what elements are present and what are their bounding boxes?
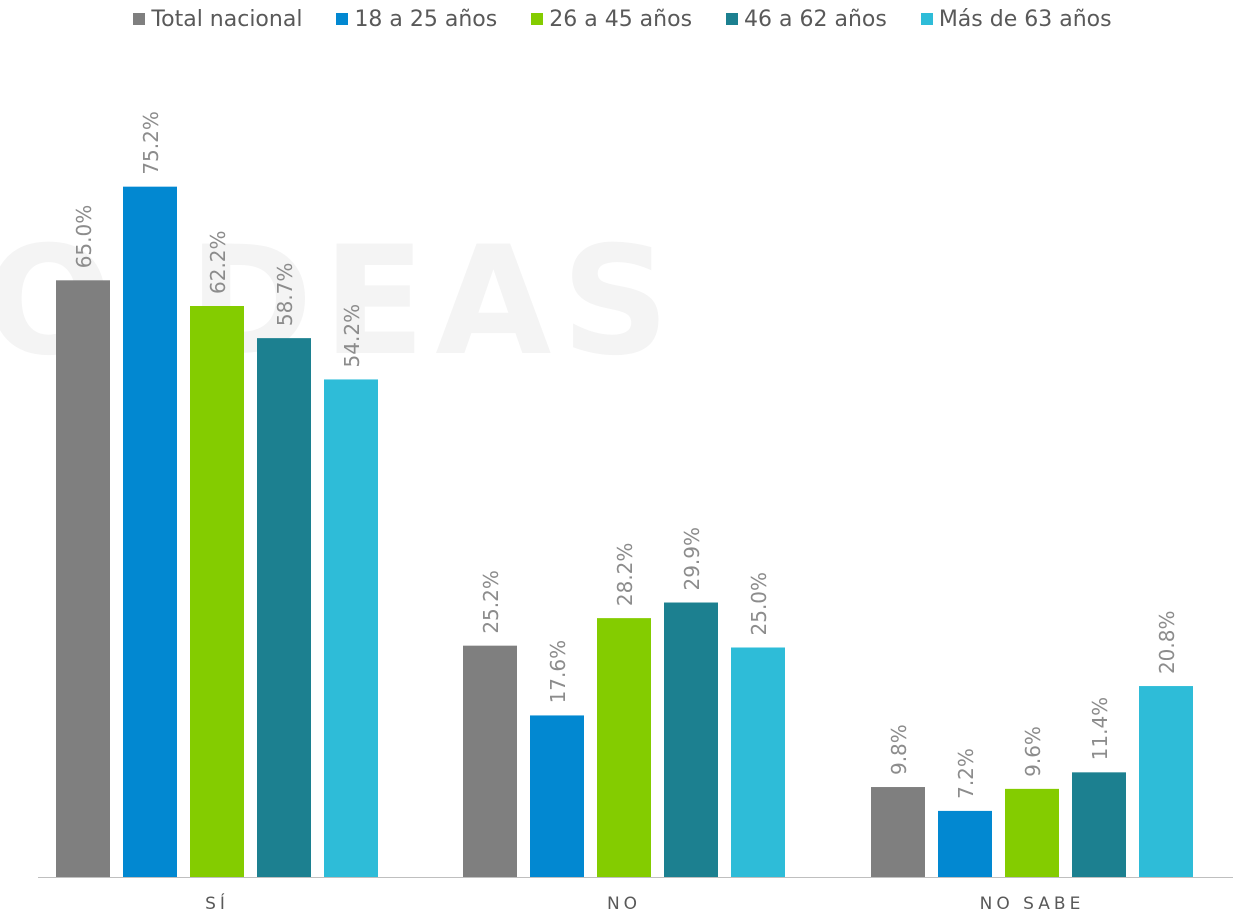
legend-swatch [726,13,739,25]
legend-item: 26 a 45 años [531,7,692,32]
data-label: 9.8% [887,724,911,775]
legend-label: Total nacional [151,6,303,32]
bar [597,618,651,877]
bar [530,715,584,877]
data-label: 7.2% [954,748,978,799]
data-label: 25.2% [479,570,503,634]
bar [1139,686,1193,877]
legend-swatch [531,13,544,25]
legend-label: 26 a 45 años [549,6,693,32]
bar [123,186,177,877]
bar [871,787,925,877]
data-label: 28.2% [613,543,637,607]
bar [731,647,785,877]
legend-item: Más de 63 años [920,6,1112,32]
data-label: 62.2% [206,230,230,294]
data-label: 54.2% [340,304,364,368]
legend-swatch [336,13,349,25]
legend-swatch [133,13,146,25]
data-label: 75.2% [139,111,163,175]
legend-label: 46 a 62 años [744,6,887,32]
data-label: 9.6% [1021,726,1045,777]
data-label: 11.4% [1088,697,1112,761]
legend-item: 46 a 62 años [726,7,887,32]
data-label: 17.6% [546,640,570,704]
category-label: NO SABE [980,894,1085,914]
legend-item: 18 a 25 años [336,7,497,32]
data-label: 25.0% [747,572,771,636]
bar [56,280,110,877]
category-label: NO [607,894,641,914]
data-label: 29.9% [680,527,704,591]
legend-item: Total nacional [133,7,302,32]
bar [1005,788,1059,877]
legend-label: 18 a 25 años [354,6,498,32]
category-label: SÍ [205,892,229,914]
bar [190,306,244,877]
chart-legend: Total nacional 18 a 25 años 26 a 45 años 46… [0,4,1245,34]
bar [1072,772,1126,877]
data-label: 20.8% [1155,611,1179,675]
bar [463,645,517,877]
bar [664,602,718,877]
legend-swatch [920,13,933,25]
bar [257,338,311,877]
bar [938,810,992,877]
legend-label: Más de 63 años [938,6,1112,32]
bar [324,379,378,877]
data-label: 58.7% [273,263,297,327]
data-label: 65.0% [72,205,96,269]
